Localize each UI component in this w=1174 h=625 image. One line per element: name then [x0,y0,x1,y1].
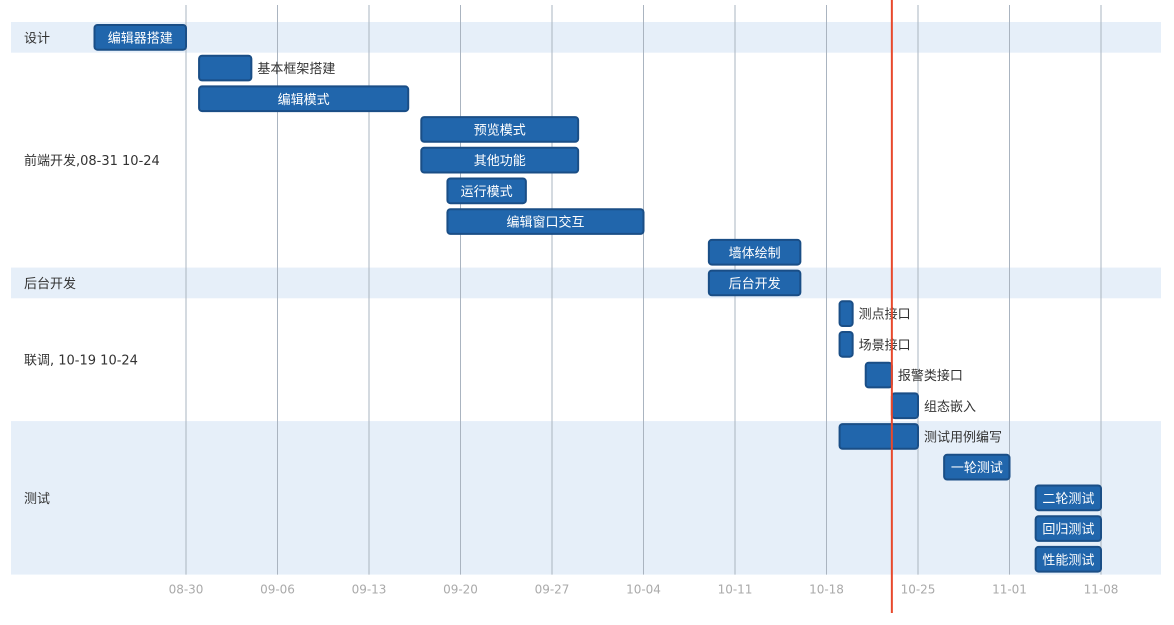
task-bars: 编辑器搭建基本框架搭建编辑模式预览模式其他功能运行模式编辑窗口交互墙体绘制后台开… [93,24,1102,573]
task-label: 测试用例编写 [924,430,1002,445]
category-label: 后台开发 [24,276,76,292]
category-band [11,421,1161,575]
category-label: 测试 [24,492,50,507]
task-bar[interactable] [864,361,893,389]
category-band [11,267,1161,299]
x-tick-label: 10-25 [901,583,936,597]
x-tick-label: 09-13 [352,583,387,597]
x-tick-label: 10-11 [718,583,753,597]
task-bar[interactable] [446,177,527,205]
task-bar[interactable] [93,24,187,51]
task-bar[interactable] [420,116,580,143]
x-tick-label: 09-27 [535,583,570,597]
task-label: 组态嵌入 [924,400,976,415]
task-bar[interactable] [707,269,802,297]
task-label: 场景接口 [859,337,911,353]
x-tick-label: 09-06 [260,583,295,597]
x-tick-label: 10-18 [809,583,844,597]
x-tick-label: 11-08 [1084,583,1119,597]
task-label: 基本框架搭建 [257,61,335,77]
task-label: 二轮测试 [1042,492,1094,507]
task-label: 回归测试 [1042,523,1094,538]
category-label: 前端开发,08-31 10-24 [24,153,160,169]
x-tick-label: 11-01 [992,583,1027,597]
x-axis-ticks: 08-30 09-06 09-13 09-20 09-27 10-04 10-11 10-18… [169,583,1119,597]
category-label: 联调, 10-19 10-24 [24,354,138,369]
task-label: 墙体绘制 [729,246,781,261]
category-bands [11,22,1161,575]
task-label: 编辑器搭建 [108,30,173,46]
task-bar[interactable] [446,208,645,235]
task-label: 后台开发 [729,276,781,292]
task-label: 其他功能 [474,154,526,169]
category-label: 设计 [24,31,50,46]
task-bar[interactable] [1034,484,1102,512]
task-label: 运行模式 [461,185,513,200]
task-bar[interactable] [198,85,410,113]
task-label: 编辑窗口交互 [506,215,584,231]
task-bar[interactable] [1034,515,1102,542]
task-label: 性能测试 [1042,553,1094,568]
task-label: 测点接口 [859,307,911,323]
task-bar[interactable] [1034,545,1102,573]
task-bar[interactable] [420,146,580,174]
task-bar[interactable] [838,423,919,450]
x-tick-label: 10-04 [626,583,661,597]
task-label: 编辑模式 [278,93,330,108]
task-label: 一轮测试 [951,461,1003,476]
task-label: 报警类接口 [898,368,963,384]
x-tick-label: 09-20 [443,583,478,597]
task-bar[interactable] [838,300,854,327]
task-bar[interactable] [838,331,854,358]
category-band [11,22,1161,53]
task-bar[interactable] [890,392,919,420]
task-bar[interactable] [707,238,802,266]
task-bar[interactable] [198,54,253,82]
task-label: 预览模式 [474,122,526,138]
x-tick-label: 08-30 [169,583,204,597]
task-bar[interactable] [943,453,1011,481]
